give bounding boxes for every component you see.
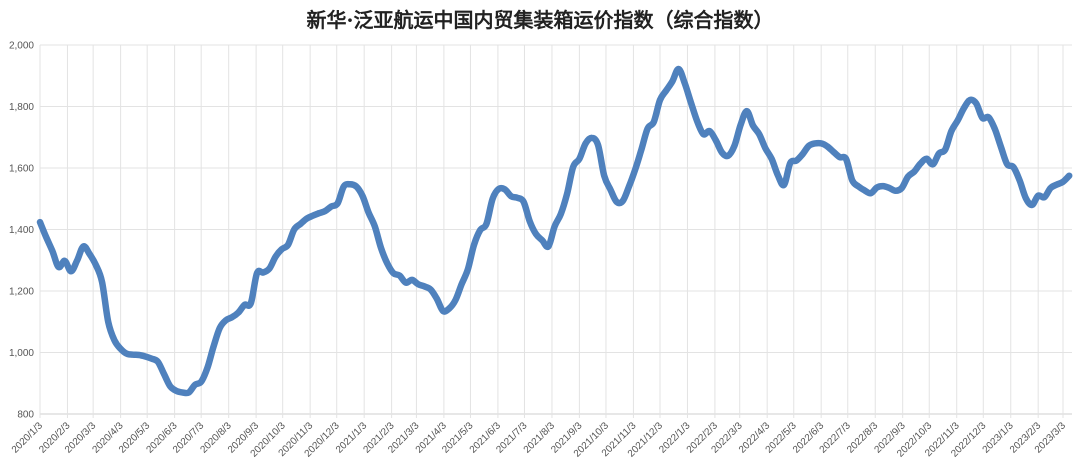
y-tick-label: 800: [17, 410, 34, 421]
y-tick-label: 2,000: [9, 41, 34, 52]
gridlines: [39, 44, 1072, 418]
y-axis-ticks: 800 1,000 1,200 1,400 1,600 1,800 2,000: [9, 41, 34, 421]
series-line: [36, 65, 1073, 397]
y-tick-label: 1,400: [9, 225, 34, 236]
chart-title: 新华·泛亚航运中国内贸集装箱运价指数（综合指数）: [306, 8, 774, 32]
y-tick-label: 1,200: [9, 287, 34, 298]
y-tick-label: 1,800: [9, 102, 34, 113]
x-axis-ticks: 2020/1/32020/2/32020/3/32020/4/32020/5/3…: [10, 420, 1069, 460]
y-tick-label: 1,000: [9, 348, 34, 359]
y-tick-label: 1,600: [9, 164, 34, 175]
